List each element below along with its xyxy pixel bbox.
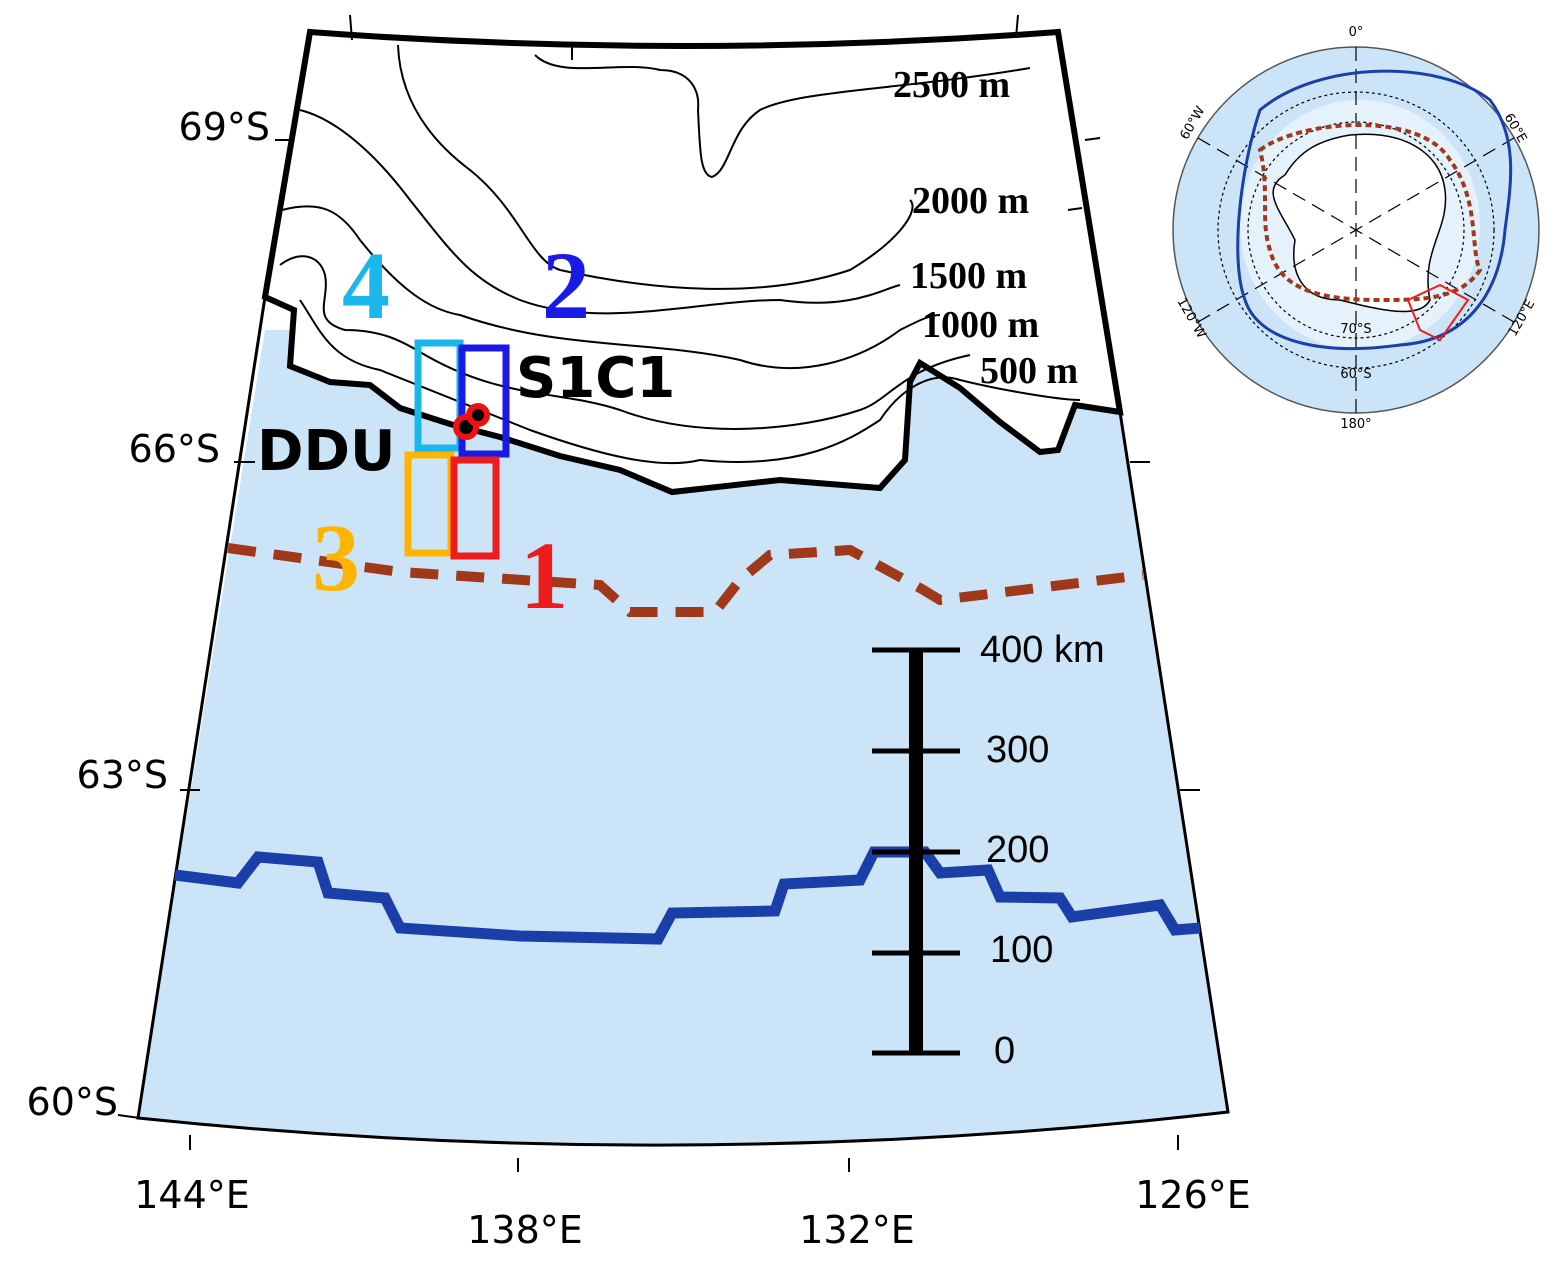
region-label: 1: [520, 522, 568, 629]
blue-front: [174, 846, 1201, 945]
station-label: DDU: [257, 419, 395, 484]
inset-lat-label: 70°S: [1340, 322, 1371, 337]
contour-label: 1500 m: [910, 255, 1027, 297]
scale-label: 400 km: [980, 629, 1105, 671]
contour-label: 2000 m: [912, 180, 1029, 222]
contour-label: 1000 m: [922, 304, 1039, 346]
lat-label: 66°S: [129, 427, 220, 471]
inset-lat-label: 60°S: [1340, 367, 1371, 382]
graticule-ticks: [117, 14, 1200, 1172]
scale-label: 200: [986, 829, 1049, 871]
scale-label: 100: [990, 929, 1053, 971]
scale-bar: [872, 647, 960, 1056]
inset-lon-label: 0°: [1349, 25, 1364, 40]
inset-map: [1172, 46, 1540, 414]
region-label: 2: [542, 232, 590, 339]
lon-label: 132°E: [799, 1208, 915, 1252]
region-label: 3: [312, 504, 360, 611]
contours: [279, 44, 1081, 465]
scale-label: 0: [994, 1030, 1015, 1072]
lon-label: 138°E: [467, 1208, 583, 1252]
station-label: S1C1: [516, 346, 675, 411]
contour-label: 500 m: [980, 350, 1078, 392]
map-frame: [136, 296, 1230, 1147]
lat-label: 63°S: [77, 753, 168, 797]
box-1: [450, 456, 500, 560]
brown-dashed-front: [227, 543, 1144, 617]
coastline-frame: [261, 28, 1124, 496]
lon-label: 144°E: [134, 1173, 250, 1217]
inset-lon-label: 180°: [1340, 417, 1371, 432]
box-2: [458, 344, 510, 458]
lat-label: 60°S: [27, 1080, 118, 1124]
contour-label: 2500 m: [893, 64, 1010, 106]
scale-label: 300: [986, 729, 1049, 771]
site-marker: [466, 403, 490, 427]
lon-label: 126°E: [1135, 1173, 1251, 1217]
lat-label: 69°S: [179, 105, 270, 149]
region-label: 4: [342, 232, 390, 339]
